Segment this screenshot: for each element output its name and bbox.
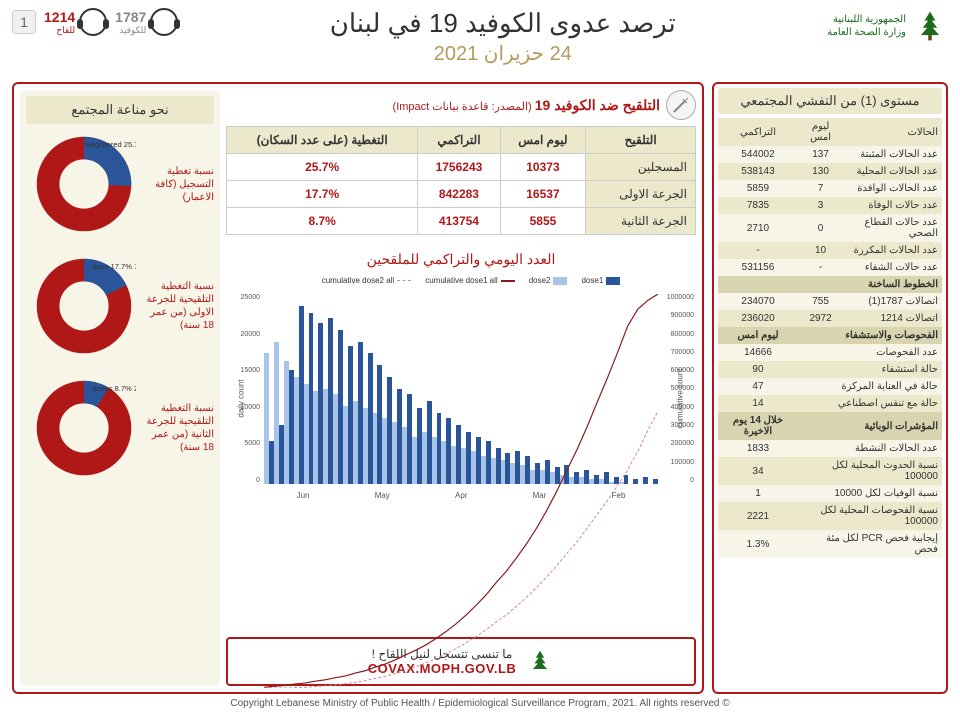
donut-item: نسبة تغطية التسجيل (كافة الاعمار) Regist… bbox=[26, 132, 214, 236]
table-row: اتصالات 1787(1)755234070 bbox=[718, 293, 942, 310]
vaccination-table: التلقيح ليوم امس التراكمي التغطية (على ع… bbox=[226, 126, 696, 235]
table-row: عدد الفحوصات14666 bbox=[718, 344, 942, 361]
logo-line2: وزارة الصحة العامة bbox=[827, 26, 906, 39]
herd-immunity-panel: نحو مناعة المجتمع نسبة تغطية التسجيل (كا… bbox=[20, 90, 220, 686]
page-date: 24 حزيران 2021 bbox=[178, 41, 827, 66]
footer-copyright: © Copyright Lebanese Ministry of Public … bbox=[12, 694, 948, 709]
donut-chart: 2 doses 8.7% bbox=[32, 376, 136, 480]
table-row: عدد الحالات المحلية130538143 bbox=[718, 163, 942, 180]
table-row: عدد حالات الوفاة37835 bbox=[718, 197, 942, 214]
ylabel-left: daily count bbox=[237, 379, 246, 417]
table-row: المسجلين10373175624325.7% bbox=[227, 154, 696, 181]
ylabel-right: cumulative count bbox=[675, 368, 684, 428]
header: الجمهورية اللبنانية وزارة الصحة العامة ت… bbox=[12, 8, 948, 78]
logo-line1: الجمهورية اللبنانية bbox=[827, 13, 906, 26]
donut-chart: Registered 25.7% bbox=[32, 132, 136, 236]
donut-item: نسبة التغطية التلقيحية للجرعة الاولى (من… bbox=[26, 254, 214, 358]
table-row: حالة استشفاء90 bbox=[718, 361, 942, 378]
col-cases: الحالات bbox=[843, 118, 942, 146]
col-yday: ليوم امس bbox=[798, 118, 843, 146]
svg-text:Registered 25.7%: Registered 25.7% bbox=[85, 140, 136, 149]
hotlines: 1787 للكوفيد 1214 للقاح 1 bbox=[12, 8, 178, 36]
x-axis: FebMarAprMayJun bbox=[264, 491, 658, 500]
col-cum: التراكمي bbox=[718, 118, 798, 146]
donut-chart: 1 dose 17.7% bbox=[32, 254, 136, 358]
chart-title: العدد اليومي والتراكمي للملقحين bbox=[226, 251, 696, 268]
table-row: إيجابية فحص PCR لكل مئة فحص1.3% bbox=[718, 530, 942, 558]
vcol3: التراكمي bbox=[418, 127, 500, 154]
table-row: اتصالات 12142972236020 bbox=[718, 310, 942, 327]
table-row: الجرعة الاولى1653784228317.7% bbox=[227, 181, 696, 208]
table-row: عدد الحالات المثبتة137544002 bbox=[718, 146, 942, 163]
cedar-icon bbox=[912, 8, 948, 44]
hotlines-header: الخطوط الساخنة bbox=[718, 276, 942, 293]
table-row: عدد حالات الشفاء-531156 bbox=[718, 259, 942, 276]
page-number: 1 bbox=[12, 10, 36, 34]
table-row: عدد الحالات الوافدة75859 bbox=[718, 180, 942, 197]
page-title: ترصد عدوى الكوفيد 19 في لبنان bbox=[178, 8, 827, 39]
donut-label: نسبة التغطية التلقيحية للجرعة الاولى (من… bbox=[142, 280, 214, 332]
table-row: نسبة الوفيات لكل 100001 bbox=[718, 485, 942, 502]
vcol2: ليوم امس bbox=[500, 127, 586, 154]
donut-item: نسبة التغطية التلقيحية للجرعة الثانية (م… bbox=[26, 376, 214, 480]
stats-panel: مستوى (1) من التفشي المجتمعي الحالاتليوم… bbox=[712, 82, 948, 694]
table-row: عدد الحالات المكررة10- bbox=[718, 242, 942, 259]
table-row: حالة في العناية المركزة47 bbox=[718, 378, 942, 395]
hotline-vac-num: 1214 bbox=[44, 9, 75, 25]
vac-title: التلقيح ضد الكوفيد 19 bbox=[535, 97, 660, 113]
vaccination-panel: التلقيح ضد الكوفيد 19 (المصدر: قاعدة بيا… bbox=[12, 82, 704, 694]
logo-block: الجمهورية اللبنانية وزارة الصحة العامة bbox=[827, 8, 948, 44]
epi-col: خلال 14 يوم الاخيرة bbox=[718, 412, 798, 440]
table-row: عدد حالات القطاع الصحي02710 bbox=[718, 214, 942, 242]
table-row: عدد الحالات النشطة1833 bbox=[718, 440, 942, 457]
donuts-title: نحو مناعة المجتمع bbox=[26, 96, 214, 124]
table-row: حالة مع تنفس اصطناعي14 bbox=[718, 395, 942, 412]
donut-label: نسبة التغطية التلقيحية للجرعة الثانية (م… bbox=[142, 402, 214, 454]
table-row: نسبة الحدوث المحلية لكل 10000034 bbox=[718, 457, 942, 485]
tests-header: الفحوصات والاستشفاء bbox=[798, 327, 942, 344]
headset-icon bbox=[79, 8, 107, 36]
table-row: نسبة الفحوصات المحلية لكل 1000002221 bbox=[718, 502, 942, 530]
vcol4: التغطية (على عدد السكان) bbox=[227, 127, 418, 154]
vcol1: التلقيح bbox=[586, 127, 696, 154]
syringe-icon bbox=[666, 90, 696, 120]
stats-title: مستوى (1) من التفشي المجتمعي bbox=[718, 88, 942, 114]
svg-text:1 dose 17.7%: 1 dose 17.7% bbox=[92, 262, 136, 271]
table-row: الجرعة الثانية58554137548.7% bbox=[227, 208, 696, 235]
daily-cumulative-chart: dose1 dose2 cumulative dose1 all cumulat… bbox=[226, 274, 696, 514]
stats-table: الحالاتليوم امسالتراكمي عدد الحالات المث… bbox=[718, 118, 942, 558]
hotline-covid-lbl: للكوفيد bbox=[115, 25, 146, 36]
svg-text:2 doses 8.7%: 2 doses 8.7% bbox=[92, 384, 136, 393]
chart-legend: dose1 dose2 cumulative dose1 all cumulat… bbox=[286, 276, 656, 285]
tests-col: ليوم امس bbox=[718, 327, 798, 344]
hotline-vac-lbl: للقاح bbox=[44, 25, 75, 36]
donut-label: نسبة تغطية التسجيل (كافة الاعمار) bbox=[142, 165, 214, 204]
vac-subtitle: (المصدر: قاعدة بيانات Impact) bbox=[393, 101, 532, 113]
headset-icon bbox=[150, 8, 178, 36]
hotline-covid-num: 1787 bbox=[115, 9, 146, 25]
epi-header: المؤشرات الوبائية bbox=[798, 412, 942, 440]
